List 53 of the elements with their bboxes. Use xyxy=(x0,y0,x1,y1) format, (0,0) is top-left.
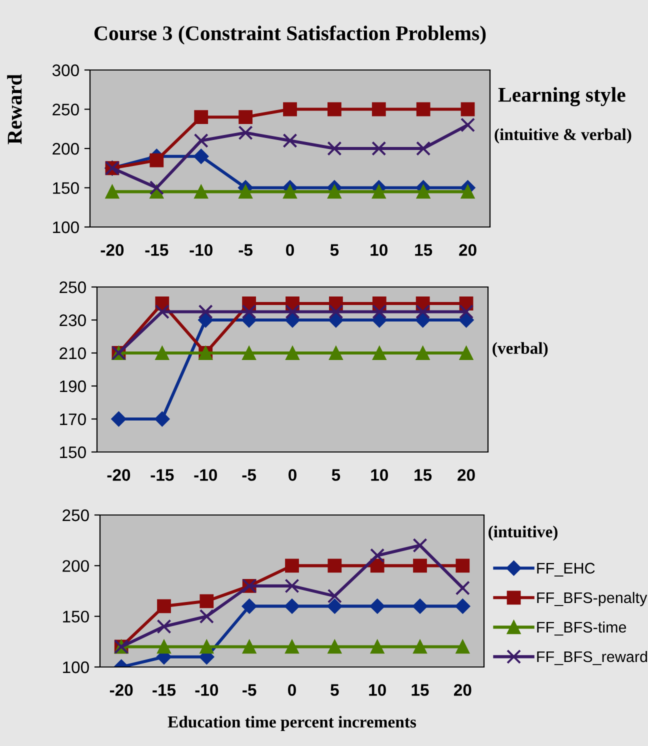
chart-title: Course 3 (Constraint Satisfaction Problems) xyxy=(94,25,486,45)
y-tick-label: 300 xyxy=(52,64,79,76)
text: (intuitive) xyxy=(488,526,558,541)
y-axis-title: Reward xyxy=(7,74,22,144)
x-tick-label: 10 xyxy=(371,469,388,481)
x-tick-label: -5 xyxy=(238,244,252,256)
y-tick-label: 150 xyxy=(63,610,89,623)
x-tick-label: -10 xyxy=(195,684,218,696)
x-tick-label: 20 xyxy=(454,684,472,696)
legend-label: FF_EHC xyxy=(537,562,595,577)
y-tick-label: 230 xyxy=(60,314,86,326)
y-tick-label: 150 xyxy=(53,182,79,194)
x-tick-label: 15 xyxy=(415,244,432,256)
x-tick-label: 0 xyxy=(288,469,296,481)
text: (verbal) xyxy=(492,342,548,358)
x-tick-label: -20 xyxy=(100,244,124,256)
x-tick-label: -15 xyxy=(150,469,174,481)
text: (intuitive & verbal) xyxy=(494,128,632,144)
x-tick-label: 5 xyxy=(330,684,339,696)
x-tick-label: -10 xyxy=(190,244,212,256)
x-tick-label: 5 xyxy=(330,244,339,256)
x-axis-title: Education time percent increments xyxy=(168,716,416,731)
x-tick-label: 20 xyxy=(458,469,475,481)
legend-label: FF_BFS-time xyxy=(537,621,626,636)
x-tick-label: -15 xyxy=(152,684,176,696)
legend-label: FF_BFS_reward xyxy=(537,650,648,666)
y-tick-label: 200 xyxy=(52,142,79,155)
y-tick-label: 150 xyxy=(60,446,86,458)
x-tick-label: 0 xyxy=(286,244,294,256)
x-tick-label: -20 xyxy=(107,469,130,481)
x-tick-label: 5 xyxy=(332,469,340,481)
y-tick-label: 200 xyxy=(62,560,89,572)
y-tick-label: 100 xyxy=(63,661,89,674)
x-tick-label: -15 xyxy=(145,244,168,256)
x-tick-label: -5 xyxy=(242,469,256,481)
x-tick-label: 15 xyxy=(414,469,432,481)
x-tick-label: 0 xyxy=(288,684,296,696)
y-tick-label: 250 xyxy=(62,509,89,522)
x-tick-label: -5 xyxy=(242,684,256,696)
x-tick-label: 10 xyxy=(370,244,388,256)
y-tick-label: 210 xyxy=(60,347,86,360)
y-tick-label: 190 xyxy=(60,380,86,392)
x-tick-label: 20 xyxy=(459,244,476,256)
y-tick-label: 250 xyxy=(52,104,79,116)
x-tick-label: 10 xyxy=(369,684,386,696)
text: Learning style xyxy=(498,87,626,106)
x-tick-label: -10 xyxy=(194,469,217,481)
legend-label: FF_BFS-penalty xyxy=(537,592,648,606)
x-tick-label: 15 xyxy=(412,684,429,696)
y-tick-label: 100 xyxy=(53,221,79,234)
x-tick-label: -20 xyxy=(110,684,133,696)
y-tick-label: 170 xyxy=(60,413,86,426)
y-tick-label: 250 xyxy=(60,281,86,294)
